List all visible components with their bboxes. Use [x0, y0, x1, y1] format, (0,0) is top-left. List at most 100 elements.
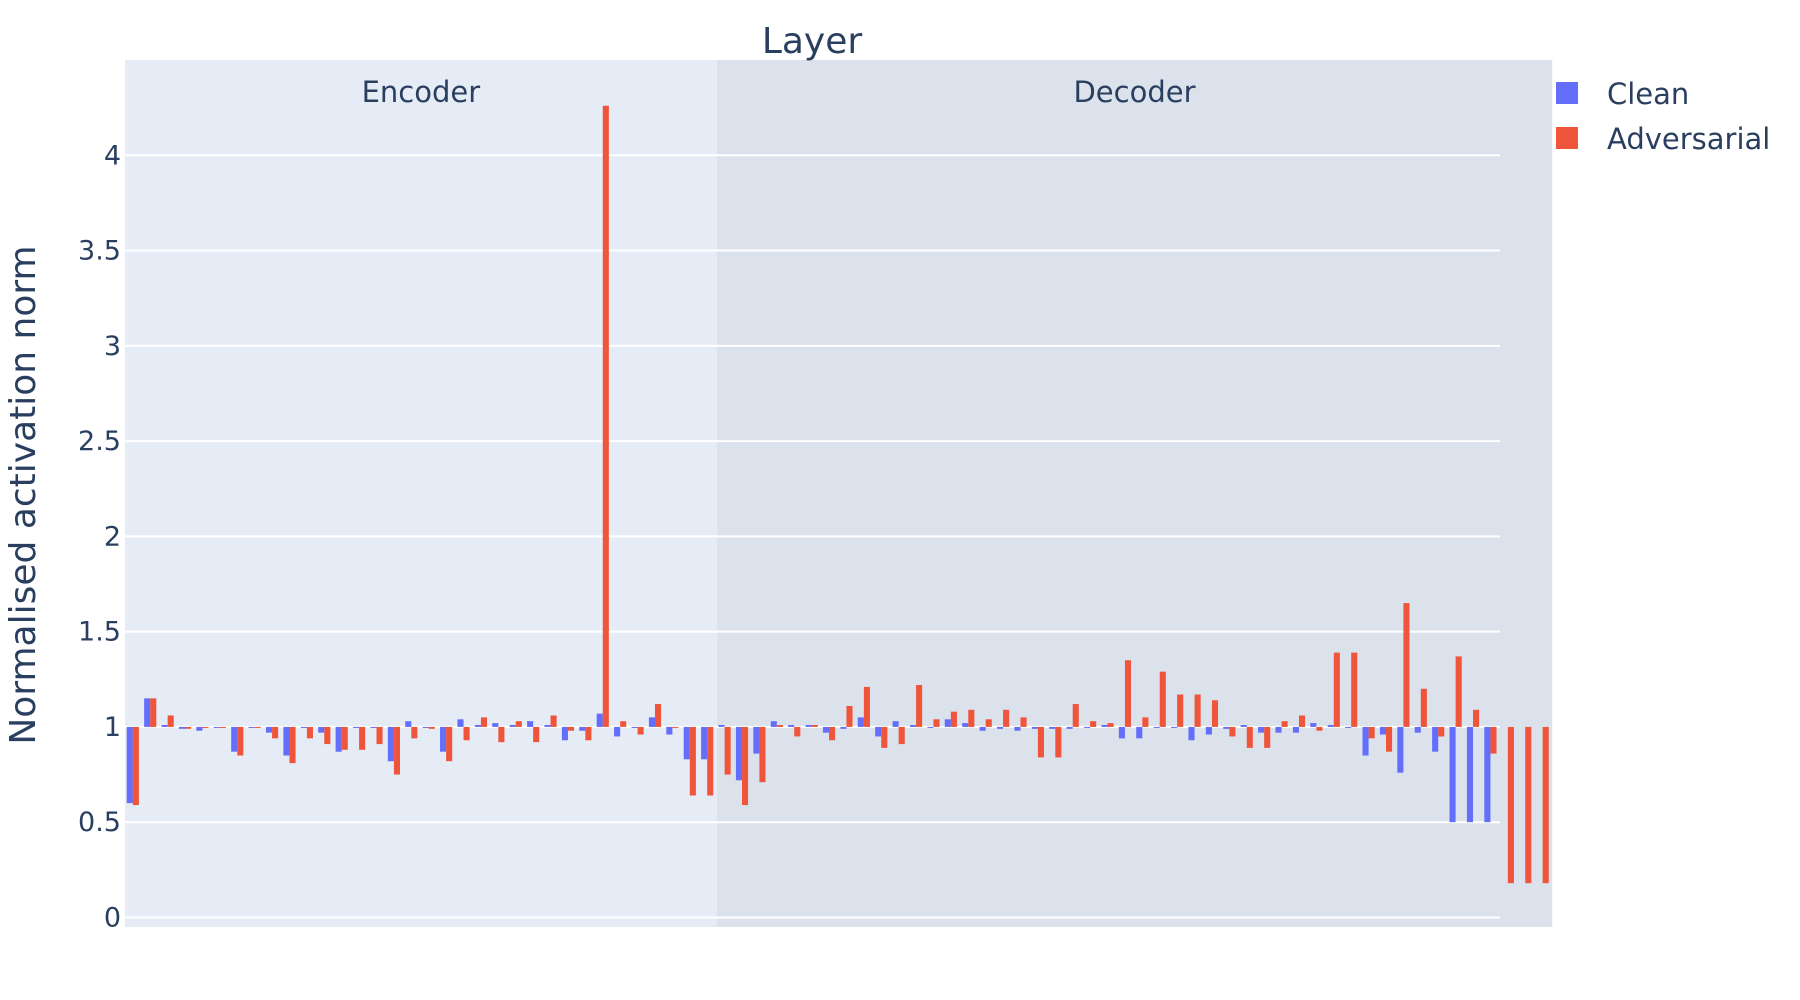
bar-adversarial [829, 726, 836, 741]
bar-clean [300, 726, 307, 728]
bar-clean [631, 726, 638, 728]
bar-clean [979, 726, 986, 731]
bar-adversarial [585, 726, 592, 741]
bar-adversarial [1264, 726, 1271, 748]
bar-adversarial [463, 726, 470, 741]
bar-adversarial [515, 721, 522, 727]
bar-clean [1240, 725, 1247, 727]
bar-clean [527, 721, 534, 727]
bar-adversarial [1385, 726, 1393, 752]
bar-adversarial [1316, 726, 1323, 731]
bar-clean [509, 725, 516, 727]
bar-adversarial [863, 686, 870, 727]
bar-clean [370, 726, 377, 728]
bar-clean [544, 725, 551, 727]
y-tick-label: 0 [104, 902, 121, 933]
section-label-encoder: Encoder [362, 75, 481, 109]
bar-clean [422, 726, 429, 728]
bar-clean [1484, 726, 1491, 823]
bar-clean [1275, 726, 1282, 733]
bar-adversarial [846, 705, 853, 727]
bar-clean [1379, 726, 1386, 735]
bar-adversarial [654, 704, 662, 727]
bar-adversarial [411, 726, 418, 739]
bar-clean [1171, 726, 1178, 728]
bar-clean [1136, 726, 1143, 739]
bar-clean [840, 726, 847, 729]
bar-clean [144, 698, 151, 727]
bar-clean [1066, 726, 1073, 729]
legend-item-adversarial[interactable]: Adversarial [1556, 122, 1770, 156]
legend-swatch-clean [1556, 82, 1578, 104]
bar-adversarial [1003, 709, 1010, 727]
section-band-decoder [716, 60, 1553, 927]
bar-clean [161, 725, 168, 727]
bar-adversarial [602, 105, 609, 727]
bar-clean [753, 726, 760, 754]
bar-adversarial [167, 715, 174, 727]
bar-clean [1327, 725, 1334, 727]
y-axis-ticks: 0 0.5 1 1.5 2 2.5 3 3.5 4 [78, 140, 121, 933]
bar-clean [318, 726, 325, 733]
bar-adversarial [811, 725, 818, 727]
bar-clean [1101, 725, 1108, 727]
bar-adversarial [132, 726, 139, 806]
bar-adversarial [968, 709, 975, 727]
bar-clean [892, 721, 899, 727]
bar-clean [1014, 726, 1021, 731]
bar-adversarial [1281, 721, 1288, 727]
bar-adversarial [950, 711, 957, 727]
bar-adversarial [306, 726, 313, 739]
bar-adversarial [1037, 726, 1044, 758]
bar-adversarial [620, 721, 627, 727]
bar-adversarial [1507, 726, 1514, 884]
plot-background [125, 60, 1553, 927]
bar-clean [1205, 726, 1212, 735]
bar-adversarial [1090, 721, 1097, 727]
bar-adversarial [637, 726, 644, 735]
bar-clean [718, 725, 725, 727]
bar-clean [1310, 723, 1317, 727]
bar-adversarial [550, 715, 557, 727]
legend-label-clean: Clean [1607, 77, 1689, 111]
bar-adversarial [272, 726, 279, 739]
y-axis-title: Normalised activation norm [3, 245, 44, 744]
y-tick-label: 2.5 [78, 426, 121, 457]
bar-adversarial [376, 726, 383, 745]
bar-adversarial [1368, 726, 1375, 739]
bar-adversarial [689, 726, 696, 796]
bar-adversarial [1490, 726, 1497, 754]
legend-item-clean[interactable]: Clean [1556, 77, 1689, 111]
legend-label-adversarial: Adversarial [1607, 122, 1770, 156]
bar-adversarial [776, 725, 783, 727]
bar-clean [1345, 726, 1352, 728]
bar-adversarial [1403, 603, 1410, 727]
bar-adversarial [1525, 726, 1532, 884]
bar-adversarial [1542, 726, 1549, 884]
bar-clean [996, 726, 1004, 729]
bar-adversarial [759, 726, 766, 783]
bar-clean [648, 717, 655, 727]
bar-adversarial [1107, 723, 1114, 727]
bar-clean [1258, 726, 1265, 733]
bar-adversarial [672, 726, 679, 728]
bar-adversarial [724, 726, 731, 775]
bar-clean [405, 721, 412, 727]
bar-clean [1031, 726, 1038, 729]
bar-adversarial [324, 726, 331, 745]
bar-clean [1432, 726, 1439, 752]
bar-clean [666, 726, 673, 735]
bar-adversarial [1177, 694, 1184, 727]
bar-adversarial [1351, 652, 1358, 727]
bar-adversarial [254, 726, 261, 728]
legend-swatch-adversarial [1556, 127, 1578, 149]
bar-clean [1414, 726, 1421, 733]
y-tick-label: 4 [104, 140, 121, 171]
bar-adversarial [933, 719, 940, 727]
bar-adversarial [1211, 700, 1219, 727]
bar-clean [387, 726, 394, 762]
bar-adversarial [1055, 726, 1062, 758]
bar-clean [770, 721, 777, 727]
bar-adversarial [1246, 726, 1253, 748]
bar-adversarial [289, 726, 296, 764]
